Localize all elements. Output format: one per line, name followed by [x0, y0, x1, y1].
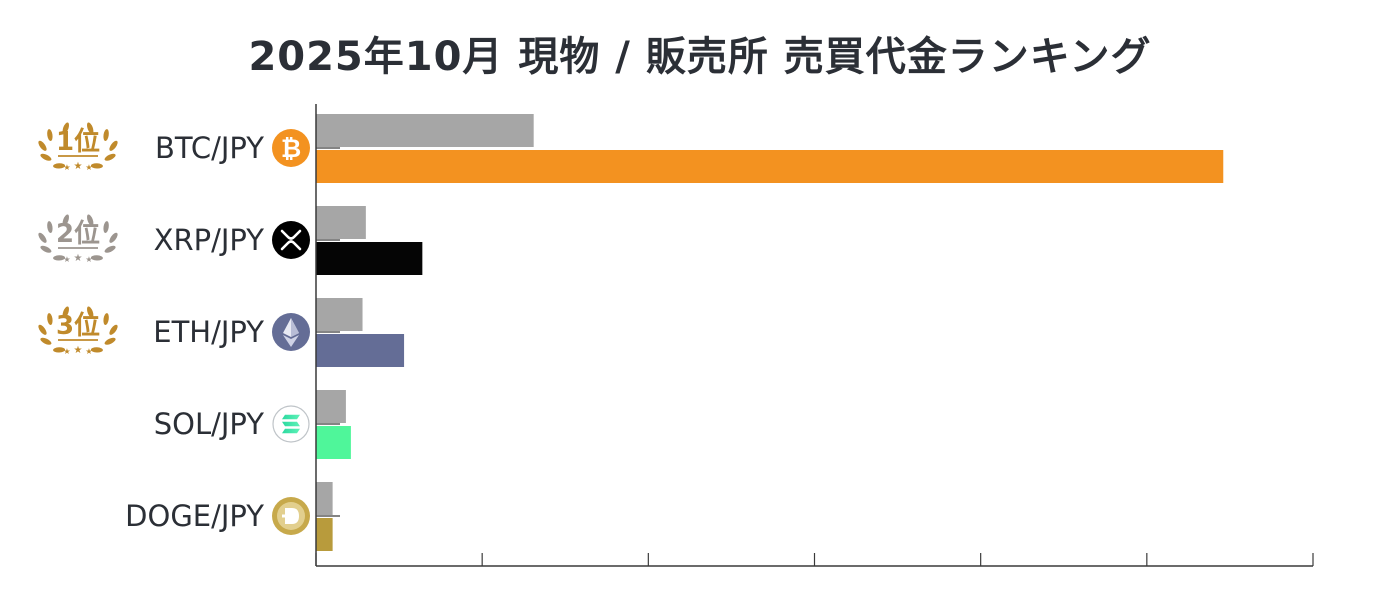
- solana-icon: [272, 405, 310, 443]
- rank-label: 3位: [56, 310, 100, 341]
- svg-text:★: ★: [85, 163, 92, 172]
- svg-text:★: ★: [85, 255, 92, 264]
- rank-badge: 2位★ ★ ★: [38, 214, 118, 264]
- category-label: BTC/JPY: [155, 131, 264, 165]
- comparison-bar: [316, 482, 333, 515]
- rank-badge: 1位★ ★ ★: [38, 122, 118, 172]
- stars-icon: ★ ★ ★: [63, 253, 92, 264]
- category-label: DOGE/JPY: [125, 499, 264, 533]
- category-row: BTC/JPY ₿1位★ ★ ★: [38, 114, 1224, 183]
- svg-text:★: ★: [63, 255, 70, 264]
- category-label: XRP/JPY: [154, 223, 265, 257]
- xrp-icon: [272, 221, 310, 259]
- laurel-icon: [38, 306, 118, 353]
- comparison-bar: [316, 114, 534, 147]
- rank-label: 1位: [56, 126, 100, 157]
- svg-text:★: ★: [63, 163, 70, 172]
- laurel-icon: [38, 214, 118, 261]
- value-bar: [316, 242, 423, 275]
- svg-text:★: ★: [63, 347, 70, 356]
- dogecoin-icon: [272, 497, 310, 535]
- bitcoin-icon: ₿: [272, 129, 310, 167]
- value-bar: [316, 334, 405, 367]
- rank-label: 2位: [56, 218, 100, 249]
- svg-text:★: ★: [74, 253, 83, 264]
- svg-text:★: ★: [74, 345, 83, 356]
- category-row: DOGE/JPY: [125, 482, 340, 551]
- category-label: SOL/JPY: [154, 407, 265, 441]
- ethereum-icon: [272, 313, 310, 351]
- chart-title: 2025年10月 現物 / 販売所 売買代金ランキング: [248, 34, 1152, 80]
- laurel-icon: [38, 122, 118, 169]
- comparison-bar: [316, 298, 363, 331]
- value-bar: [316, 518, 333, 551]
- category-label: ETH/JPY: [153, 315, 264, 349]
- svg-text:★: ★: [85, 347, 92, 356]
- category-row: SOL/JPY: [154, 390, 351, 459]
- rank-badge: 3位★ ★ ★: [38, 306, 118, 356]
- svg-text:★: ★: [74, 161, 83, 172]
- stars-icon: ★ ★ ★: [63, 161, 92, 172]
- value-bar: [316, 426, 351, 459]
- svg-text:₿: ₿: [281, 134, 301, 163]
- comparison-bar: [316, 206, 366, 239]
- value-bar: [316, 150, 1224, 183]
- comparison-bar: [316, 390, 346, 423]
- stars-icon: ★ ★ ★: [63, 345, 92, 356]
